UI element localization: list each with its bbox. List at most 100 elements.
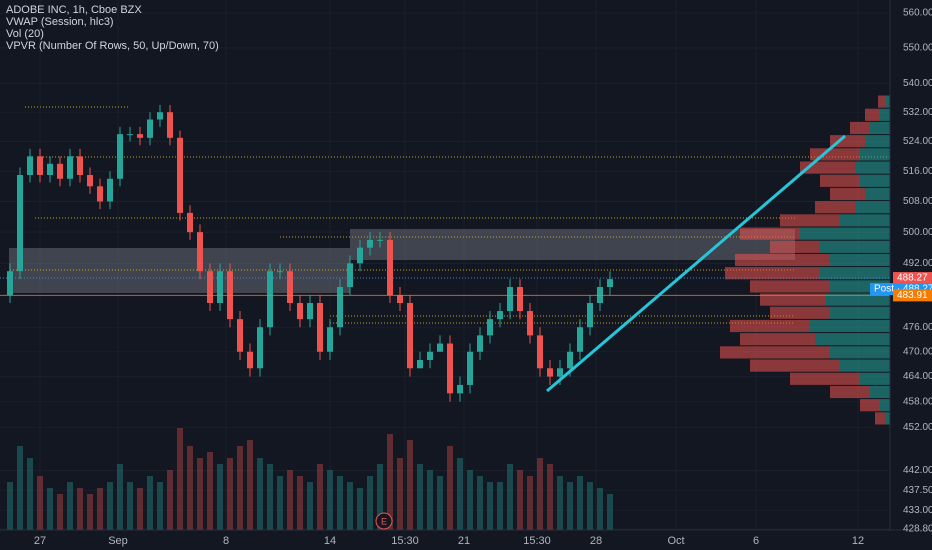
profile-up bbox=[860, 148, 890, 161]
volume-bar bbox=[387, 434, 393, 530]
x-tick-label: 15:30 bbox=[523, 535, 551, 547]
candle-body bbox=[37, 156, 43, 176]
volume-bar bbox=[157, 482, 163, 530]
volume-bar bbox=[467, 470, 473, 530]
candle-body bbox=[207, 271, 213, 304]
profile-up bbox=[825, 293, 890, 306]
volume-bar bbox=[507, 464, 513, 530]
volume-bar bbox=[567, 482, 573, 530]
indicator: VWAP (Session, hlc3) bbox=[6, 16, 114, 28]
volume-bar bbox=[137, 488, 143, 530]
profile-down bbox=[878, 95, 886, 108]
volume-bar bbox=[577, 476, 583, 530]
volume-bar bbox=[147, 476, 153, 530]
y-tick-label: 492.00 bbox=[903, 258, 932, 269]
candle-body bbox=[57, 163, 63, 179]
y-tick-label: 470.00 bbox=[903, 346, 932, 357]
volume-bar bbox=[37, 476, 43, 530]
earnings-text: E bbox=[381, 516, 387, 526]
y-tick-label: 464.00 bbox=[903, 371, 932, 382]
price-label: 483.91 bbox=[897, 290, 928, 301]
volume-bar bbox=[537, 458, 543, 530]
price-label-box bbox=[893, 289, 932, 302]
y-tick-label: 458.00 bbox=[903, 396, 932, 407]
profile-up bbox=[870, 385, 890, 399]
volume-bar bbox=[247, 440, 253, 530]
candle-body bbox=[97, 186, 103, 202]
candle-body bbox=[237, 319, 243, 352]
profile-up bbox=[870, 121, 890, 135]
volume-bar bbox=[477, 476, 483, 530]
candle-body bbox=[17, 175, 23, 272]
candle-body bbox=[377, 239, 383, 241]
candle-body bbox=[517, 287, 523, 312]
axis: 27 Sep 8 14 15:30 21 15:30 28 Oct 6 12 560.00 550.00… bbox=[34, 8, 932, 547]
x-tick-label: 8 bbox=[223, 535, 229, 547]
volume bbox=[7, 428, 613, 530]
candle-body bbox=[157, 112, 163, 120]
candle-body bbox=[47, 163, 53, 176]
volume-bar bbox=[397, 458, 403, 530]
volume-bar bbox=[97, 488, 103, 530]
y-tick-label: 476.00 bbox=[903, 322, 932, 333]
profile-down bbox=[770, 240, 820, 253]
candle-body bbox=[397, 295, 403, 304]
volume-bar bbox=[267, 464, 273, 530]
price-label: 488.27 bbox=[897, 273, 928, 284]
candle-body bbox=[457, 384, 463, 394]
profile-down bbox=[830, 385, 870, 399]
profile-up bbox=[860, 372, 890, 385]
volume-bar bbox=[177, 428, 183, 530]
profile-down bbox=[830, 135, 865, 148]
volume-bar bbox=[217, 464, 223, 530]
y-tick-label: 508.00 bbox=[903, 196, 932, 207]
profile-up bbox=[800, 227, 890, 240]
candle-body bbox=[387, 239, 393, 296]
volume-bar bbox=[547, 464, 553, 530]
candle-body bbox=[137, 134, 143, 138]
volume-bar bbox=[357, 488, 363, 530]
candle-body bbox=[287, 271, 293, 304]
x-tick-label: 15:30 bbox=[391, 535, 419, 547]
candle-body bbox=[367, 239, 373, 248]
volume-bar bbox=[167, 470, 173, 530]
profile-down bbox=[780, 214, 840, 227]
candle-body bbox=[217, 271, 223, 304]
volume-bar bbox=[47, 488, 53, 530]
volume-bar bbox=[57, 494, 63, 530]
x-tick-label: Oct bbox=[667, 535, 684, 547]
volume-bar bbox=[527, 476, 533, 530]
candle-body bbox=[467, 351, 473, 385]
candle-body bbox=[447, 343, 453, 394]
volume-bar bbox=[257, 458, 263, 530]
volume-bar bbox=[487, 482, 493, 530]
volume-bar bbox=[447, 446, 453, 530]
volume-bar bbox=[417, 464, 423, 530]
candle-body bbox=[87, 175, 93, 187]
candle-body bbox=[297, 303, 303, 320]
y-tick-label: 500.00 bbox=[903, 227, 932, 238]
y-tick-label: 540.00 bbox=[903, 78, 932, 89]
profile-up bbox=[830, 253, 890, 267]
earnings-marker[interactable] bbox=[375, 512, 393, 530]
volume-bar bbox=[557, 476, 563, 530]
candle-body bbox=[537, 335, 543, 369]
candle-body bbox=[547, 368, 553, 377]
candle-body bbox=[587, 303, 593, 328]
profile-down bbox=[850, 121, 870, 135]
volume-bar bbox=[587, 482, 593, 530]
profile-up bbox=[865, 187, 890, 201]
volume-bar bbox=[87, 494, 93, 530]
candle-body bbox=[607, 279, 613, 288]
trend-line bbox=[546, 134, 846, 393]
volume-bar bbox=[307, 482, 313, 530]
candle-body bbox=[557, 368, 563, 377]
volume-bar bbox=[497, 482, 503, 530]
profile-up bbox=[860, 174, 890, 187]
volume-bar bbox=[117, 464, 123, 530]
profile-down bbox=[720, 346, 830, 359]
candle-body bbox=[507, 287, 513, 312]
candle-body bbox=[407, 303, 413, 369]
candle-body bbox=[27, 156, 33, 176]
